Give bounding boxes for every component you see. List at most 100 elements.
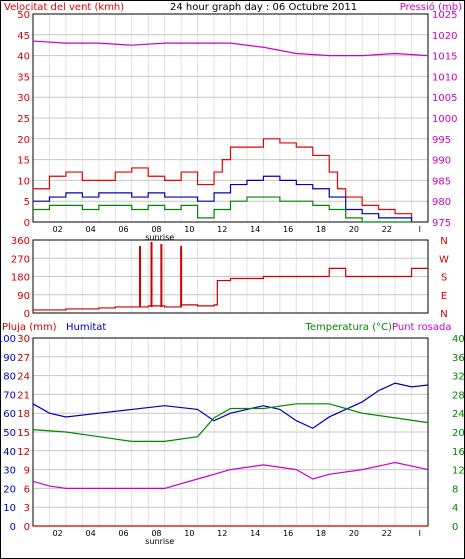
p3-temperature-tick-label: 36 xyxy=(452,353,465,364)
p1-wind-tick-label: 30 xyxy=(17,93,30,104)
rain-axis-label: Pluja (mm) xyxy=(2,322,57,333)
p2-direction-tick-label: 270 xyxy=(11,254,30,265)
p3-humidity-tick-label: 80 xyxy=(3,372,16,383)
p3-humidity-tick-label: 40 xyxy=(3,447,16,458)
p1-x-tick-label: 14 xyxy=(250,225,260,234)
p1-wind-tick-label: 50 xyxy=(17,10,30,21)
p1-x-tick-label: 12 xyxy=(217,225,227,234)
p3-humidity-tick-label: 30 xyxy=(3,466,16,477)
p1-wind-tick-label: 20 xyxy=(17,135,30,146)
p1-x-tick-label: 10 xyxy=(184,225,194,234)
p3-temperature-tick-label: 0 xyxy=(452,522,458,533)
p1-x-tick-label: 08 xyxy=(151,225,161,234)
p1-pressure-tick-label: 1020 xyxy=(432,31,457,42)
p2-compass-label: N xyxy=(440,309,447,320)
p3-temperature-tick-label: 16 xyxy=(452,447,465,458)
p3-humidity-tick-label: 0 xyxy=(10,522,16,533)
direction-line xyxy=(33,267,428,311)
p3-x-tick-label: 16 xyxy=(283,529,293,538)
p1-pressure-tick-label: 1025 xyxy=(432,10,457,21)
p1-pressure-tick-label: 980 xyxy=(432,197,451,208)
p3-temperature-tick-label: 32 xyxy=(452,372,465,383)
p1-x-tick-label: 02 xyxy=(53,225,63,234)
p3-rain-tick-label: 21 xyxy=(17,390,30,401)
p2-compass-label: N xyxy=(440,236,447,247)
p3-humidity-tick-label: 10 xyxy=(3,503,16,514)
p3-x-tick-label: 20 xyxy=(349,529,359,538)
p3-humidity-tick-label: 60 xyxy=(3,409,16,420)
p3-temperature-tick-label: 20 xyxy=(452,428,465,439)
p3-humidity-tick-label: 50 xyxy=(3,428,16,439)
p1-pressure-tick-label: 975 xyxy=(432,218,451,229)
p2-direction-tick-label: 0 xyxy=(24,309,30,320)
p3-rain-tick-label: 9 xyxy=(24,466,30,477)
p1-frame xyxy=(32,13,429,223)
p3-temperature-tick-label: 40 xyxy=(452,334,465,345)
p1-x-tick-label: 18 xyxy=(316,225,326,234)
p1-x-tick-label: 04 xyxy=(86,225,96,234)
p1-pressure-tick-label: 1010 xyxy=(432,72,457,83)
p2-direction-tick-label: 360 xyxy=(11,236,30,247)
p1-x-tick-label: 16 xyxy=(283,225,293,234)
p1-x-tick-label: I xyxy=(419,225,421,234)
p1-x-tick-label: 20 xyxy=(349,225,359,234)
p1-pressure-tick-label: 995 xyxy=(432,135,451,146)
p3-temperature-tick-label: 8 xyxy=(452,484,458,495)
p1-wind-tick-label: 15 xyxy=(17,156,30,167)
p1-wind-tick-label: 40 xyxy=(17,52,30,63)
p3-x-tick-label: 12 xyxy=(217,529,227,538)
p3-temperature-tick-label: 28 xyxy=(452,390,465,401)
p1-wind-tick-label: 25 xyxy=(17,114,30,125)
temperature-axis-label: Temperatura (°C) xyxy=(304,322,392,333)
p3-rain-tick-label: 0 xyxy=(24,522,30,533)
p3-rain-tick-label: 18 xyxy=(17,409,30,420)
p3-x-tick-label: 22 xyxy=(382,529,392,538)
p2-direction-tick-label: 180 xyxy=(11,273,30,284)
p3-x-tick-label: 02 xyxy=(53,529,63,538)
p2-direction-tick-label: 90 xyxy=(17,291,30,302)
p3-x-tick-label: 18 xyxy=(316,529,326,538)
dewpoint-line xyxy=(32,461,429,489)
p1-pressure-tick-label: 1000 xyxy=(432,114,457,125)
rain-humidity-temperature-panel: 0369121518212427300102030405060708090100… xyxy=(0,334,465,546)
p3-rain-tick-label: 30 xyxy=(17,334,30,345)
p2-compass-label: E xyxy=(441,291,447,302)
p1-pressure-tick-label: 1005 xyxy=(432,93,457,104)
p3-temperature-tick-label: 12 xyxy=(452,466,465,477)
p3-temperature-tick-label: 24 xyxy=(452,409,465,420)
p3-rain-tick-label: 3 xyxy=(24,503,30,514)
p2-frame xyxy=(32,239,429,314)
p1-wind-tick-label: 10 xyxy=(17,176,30,187)
chart-title: 24 hour graph day : 06 Octubre 2011 xyxy=(170,2,357,13)
p3-humidity-tick-label: 20 xyxy=(3,484,16,495)
p3-rain-tick-label: 24 xyxy=(17,372,30,383)
p3-rain-tick-label: 27 xyxy=(17,353,30,364)
p3-rain-tick-label: 12 xyxy=(17,447,30,458)
p3-humidity-tick-label: 70 xyxy=(3,390,16,401)
humidity-axis-label: Humitat xyxy=(66,322,106,333)
p2-compass-label: W xyxy=(439,254,449,265)
p1-x-tick-label: 22 xyxy=(382,225,392,234)
pressure-axis-label: Pressió (mb) xyxy=(400,1,462,13)
p1-sunrise-label: sunrise xyxy=(145,233,174,242)
p3-rain-tick-label: 6 xyxy=(24,484,30,495)
dewpoint-axis-label: Punt rosada xyxy=(392,322,451,333)
p1-x-tick-label: 06 xyxy=(118,225,128,234)
wind-axis-label: Velocitat del vent (kmh) xyxy=(4,2,124,13)
p3-rain-tick-label: 15 xyxy=(17,428,30,439)
temperature-line xyxy=(32,403,429,442)
p3-x-tick-label: 14 xyxy=(250,529,260,538)
p1-wind-tick-label: 5 xyxy=(24,197,30,208)
p3-sunrise-label: sunrise xyxy=(145,537,174,546)
p1-pressure-tick-label: 1015 xyxy=(432,52,457,63)
p3-x-tick-label: I xyxy=(419,529,421,538)
p3-x-tick-label: 08 xyxy=(151,529,161,538)
p3-x-tick-label: 10 xyxy=(184,529,194,538)
p1-pressure-tick-label: 985 xyxy=(432,176,451,187)
p1-wind-tick-label: 0 xyxy=(24,218,30,229)
p1-wind-tick-label: 45 xyxy=(17,31,30,42)
